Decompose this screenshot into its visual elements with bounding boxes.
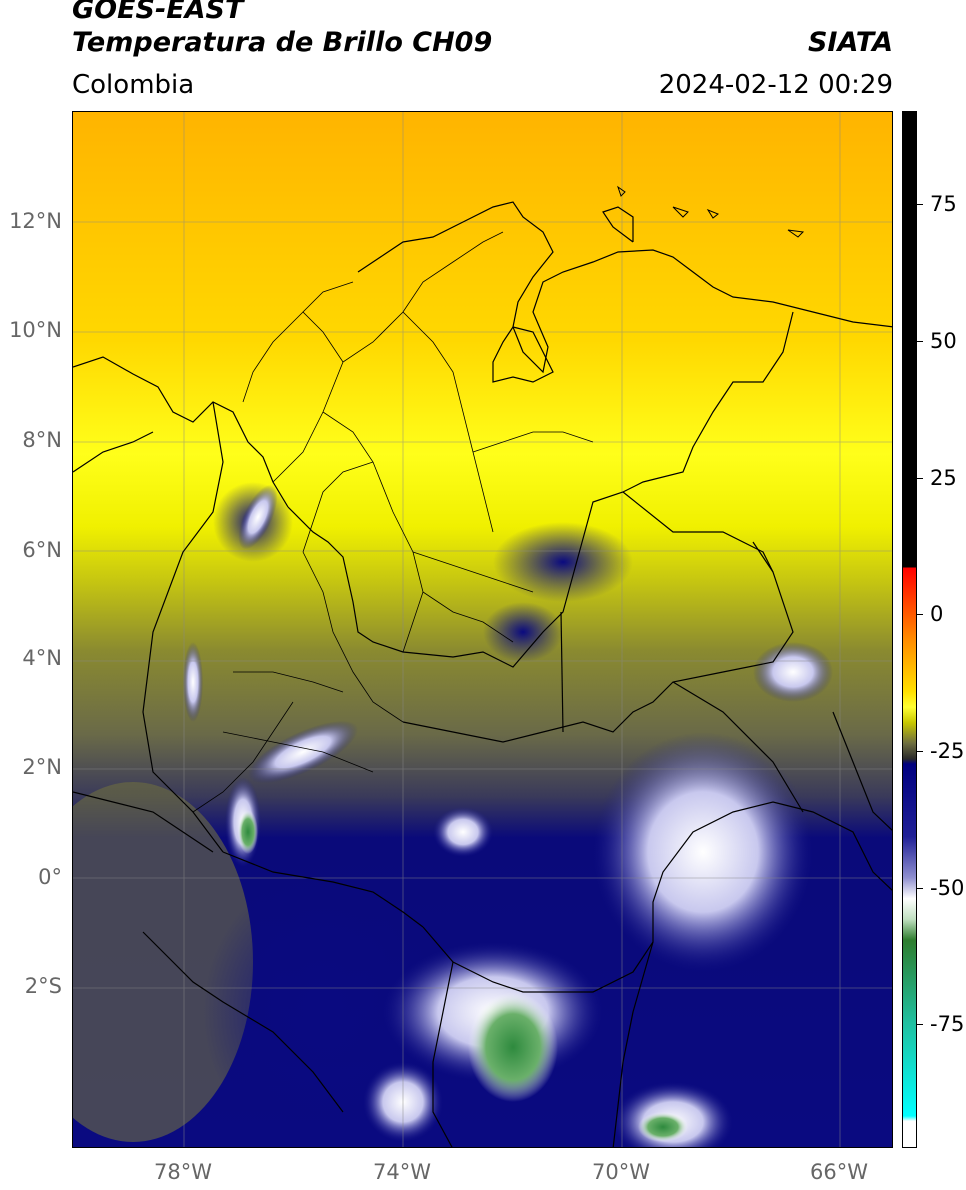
colorbar-label-minus25: -25: [930, 739, 965, 763]
lat-label-8n: 8°N: [22, 428, 62, 452]
timestamp-label: 2024-02-12 00:29: [658, 70, 893, 100]
lat-label-4n: 4°N: [22, 646, 62, 670]
colorbar-tick: [917, 888, 923, 889]
colorbar-label-minus75: -75: [930, 1012, 965, 1036]
title-line2: Temperatura de Brillo CH09: [72, 27, 493, 58]
region-label: Colombia: [72, 70, 195, 100]
colorbar-label-75: 75: [930, 192, 957, 216]
colorbar-label-50: 50: [930, 329, 957, 353]
colorbar-label-0: 0: [930, 602, 944, 626]
colorbar-label-minus50: -50: [930, 876, 965, 900]
lat-label-0: 0°: [38, 865, 62, 889]
colorbar: [902, 111, 917, 1148]
brand-label: SIATA: [807, 27, 893, 58]
lon-label-74w: 74°W: [373, 1160, 431, 1184]
colorbar-tick: [917, 204, 923, 205]
lon-label-66w: 66°W: [810, 1160, 868, 1184]
colorbar-tick: [917, 614, 923, 615]
lon-label-70w: 70°W: [592, 1160, 650, 1184]
lat-label-2s: 2°S: [24, 974, 62, 998]
lat-label-12n: 12°N: [9, 209, 62, 233]
lon-label-78w: 78°W: [154, 1160, 212, 1184]
title-line1: GOES-EAST: [72, 0, 244, 25]
colorbar-label-25: 25: [930, 466, 957, 490]
lat-label-2n: 2°N: [22, 755, 62, 779]
colorbar-tick: [917, 341, 923, 342]
colorbar-tick: [917, 751, 923, 752]
lat-label-6n: 6°N: [22, 538, 62, 562]
lat-label-10n: 10°N: [9, 318, 62, 342]
satellite-map: [72, 111, 893, 1148]
colorbar-tick: [917, 1024, 923, 1025]
colorbar-tick: [917, 478, 923, 479]
